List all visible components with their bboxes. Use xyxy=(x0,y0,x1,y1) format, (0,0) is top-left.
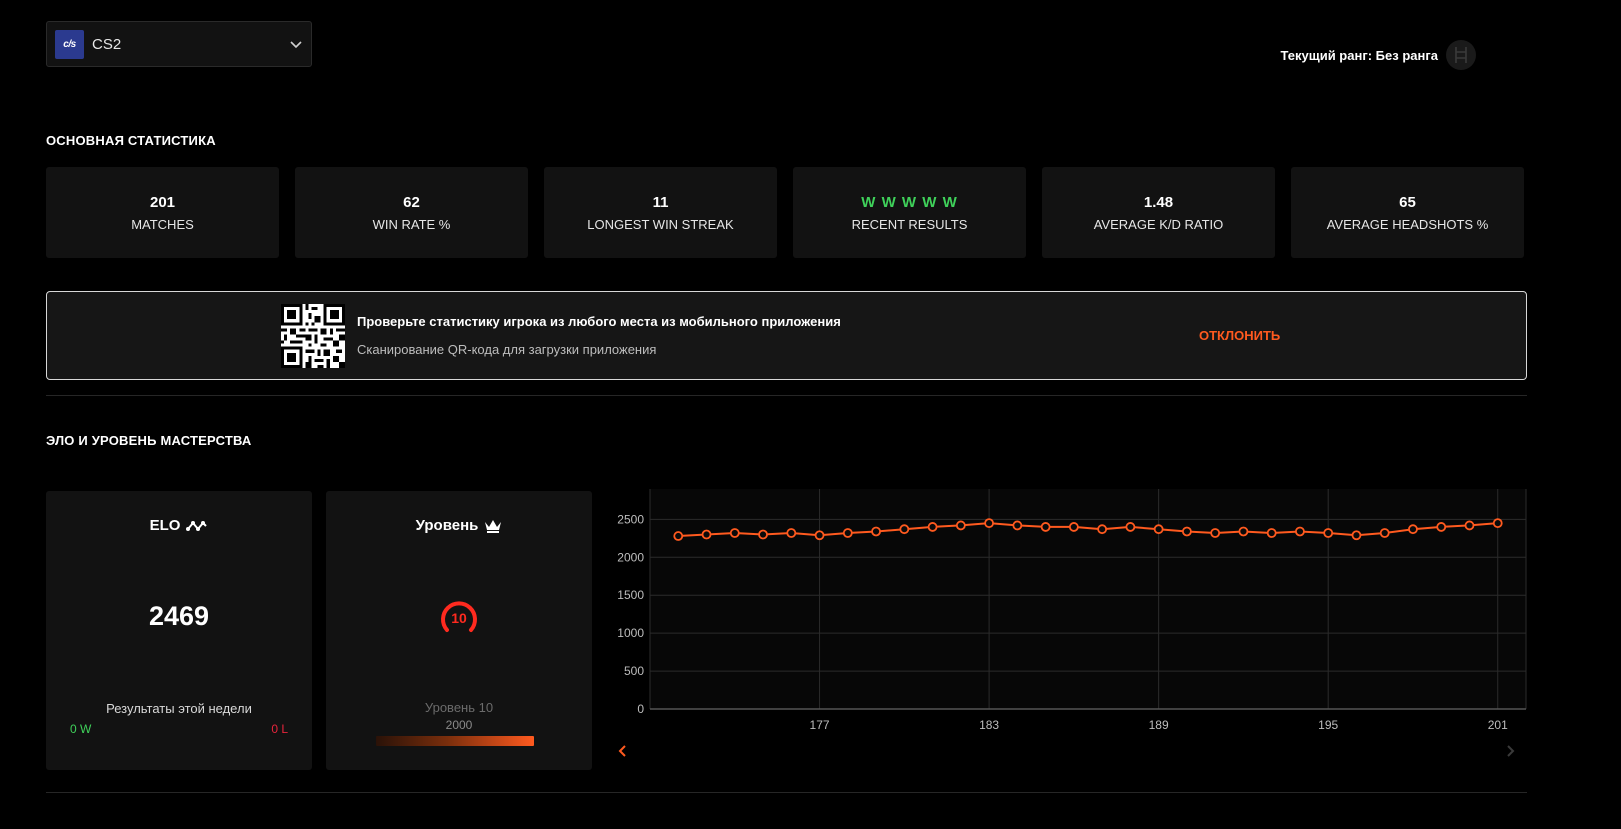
cs2-logo-icon: c/s xyxy=(55,29,84,59)
game-selector[interactable]: c/s CS2 xyxy=(46,21,312,67)
elo-data-point xyxy=(758,529,768,540)
elo-data-point xyxy=(955,520,966,531)
stat-value: 62 xyxy=(403,193,420,211)
elo-data-point xyxy=(729,528,740,538)
x-tick-label: 183 xyxy=(979,718,999,732)
elo-value: 2469 xyxy=(148,601,210,631)
elo-data-point xyxy=(1238,526,1249,537)
stat-label: AVERAGE HEADSHOTS % xyxy=(1326,216,1489,232)
x-tick-label: 177 xyxy=(810,718,830,732)
elo-data-point xyxy=(1492,518,1503,529)
chevron-right-icon[interactable] xyxy=(1503,744,1517,758)
elo-label: ELO xyxy=(149,517,181,534)
elo-data-point xyxy=(1436,522,1447,532)
elo-section-title: ЭЛО И УРОВЕНЬ МАСТЕРСТВА xyxy=(46,433,252,448)
elo-card: ELO 2469 Результаты этой недели 0 W 0 L xyxy=(46,491,312,770)
elo-data-point xyxy=(984,518,994,529)
y-tick-label: 1000 xyxy=(617,626,644,640)
stat-card-kd-ratio: 1.48 AVERAGE K/D RATIO xyxy=(1042,167,1275,258)
y-tick-label: 2000 xyxy=(617,550,644,564)
level-label: Уровень xyxy=(415,517,479,534)
level-10-badge-icon: 10 xyxy=(438,597,480,639)
divider xyxy=(46,792,1527,793)
stat-card-recent-results: W W W W W RECENT RESULTS xyxy=(793,167,1026,258)
stat-value: 65 xyxy=(1399,193,1416,211)
mobile-app-banner: Проверьте статистику игрока из любого ме… xyxy=(46,291,1527,380)
y-tick-label: 1500 xyxy=(617,588,644,602)
y-tick-label: 2500 xyxy=(617,512,644,526)
elo-data-point xyxy=(1012,520,1023,531)
elo-history-chart: 0 500 1000 1500 2000 2500 177 183 189 195 201 xyxy=(617,489,1527,732)
week-results-label: Результаты этой недели xyxy=(106,701,252,716)
level-card: Уровень 10 Уровень 10 2000 xyxy=(326,491,592,770)
crown-icon xyxy=(485,519,502,533)
elo-data-point xyxy=(899,524,910,535)
stats-row: 201 MATCHES 62 WIN RATE % 11 LONGEST WIN… xyxy=(46,167,1524,258)
elo-data-point xyxy=(786,528,797,538)
x-tick-label: 189 xyxy=(1149,718,1169,732)
elo-data-point xyxy=(701,529,712,540)
game-name: CS2 xyxy=(92,35,122,53)
divider xyxy=(46,395,1527,396)
qr-code-icon xyxy=(281,304,345,368)
level-text: Уровень 10 xyxy=(424,700,494,715)
banner-title: Проверьте статистику игрока из любого ме… xyxy=(357,314,841,329)
level-min-elo: 2000 xyxy=(445,718,473,732)
elo-data-point xyxy=(1408,524,1418,535)
trend-icon xyxy=(186,520,208,531)
stat-card-win-rate: 62 WIN RATE % xyxy=(295,167,528,258)
stat-value: 11 xyxy=(652,193,669,211)
rank-label: Текущий ранг: Без ранга xyxy=(1280,47,1438,63)
stat-label: RECENT RESULTS xyxy=(851,216,968,232)
elo-data-point xyxy=(1266,528,1277,538)
stat-label: WIN RATE % xyxy=(372,216,451,232)
stat-card-longest-win-streak: 11 LONGEST WIN STREAK xyxy=(544,167,777,258)
week-wins: 0 W xyxy=(70,722,92,736)
main-stats-title: ОСНОВНАЯ СТАТИСТИКА xyxy=(46,133,216,148)
level-card-header: Уровень xyxy=(326,517,592,534)
chevron-left-icon[interactable] xyxy=(616,744,630,758)
elo-data-point xyxy=(1182,526,1192,537)
stat-label: LONGEST WIN STREAK xyxy=(587,216,734,232)
recent-results-value: W W W W W xyxy=(861,193,958,211)
banner-subtitle: Сканирование QR-кода для загрузки прилож… xyxy=(357,342,657,357)
y-tick-label: 0 xyxy=(637,702,644,716)
elo-data-point xyxy=(1323,528,1334,538)
week-losses: 0 L xyxy=(271,722,288,736)
elo-data-point xyxy=(1379,528,1390,538)
stat-card-headshots: 65 AVERAGE HEADSHOTS % xyxy=(1291,167,1524,258)
elo-data-point xyxy=(927,522,938,532)
elo-data-point xyxy=(814,530,825,541)
level-progress-bar xyxy=(376,736,534,746)
elo-data-point xyxy=(1153,524,1164,535)
elo-data-point xyxy=(1040,522,1051,532)
elo-data-point xyxy=(1351,530,1362,541)
stat-label: AVERAGE K/D RATIO xyxy=(1093,216,1224,232)
elo-data-point xyxy=(1125,522,1136,532)
stat-value: 201 xyxy=(149,193,176,211)
y-tick-label: 500 xyxy=(624,664,644,678)
level-badge-number: 10 xyxy=(451,610,467,626)
elo-data-point xyxy=(1210,528,1221,538)
elo-data-point xyxy=(842,528,853,538)
elo-data-point xyxy=(673,531,684,541)
elo-data-point xyxy=(871,526,881,537)
current-rank: Текущий ранг: Без ранга xyxy=(1280,40,1476,70)
x-tick-label: 195 xyxy=(1318,718,1338,732)
rank-icon xyxy=(1446,40,1476,70)
elo-data-point xyxy=(1068,522,1079,532)
stat-card-matches: 201 MATCHES xyxy=(46,167,279,258)
stat-label: MATCHES xyxy=(131,216,194,232)
elo-data-point xyxy=(1464,520,1475,531)
x-tick-label: 201 xyxy=(1488,718,1508,732)
elo-data-point xyxy=(1097,524,1108,535)
chart-plot-area xyxy=(650,489,1526,709)
elo-data-point xyxy=(1295,526,1305,537)
stat-value: 1.48 xyxy=(1143,193,1174,211)
elo-card-header: ELO xyxy=(46,517,312,534)
chevron-down-icon xyxy=(290,41,302,49)
dismiss-button[interactable]: ОТКЛОНИТЬ xyxy=(1199,328,1281,343)
